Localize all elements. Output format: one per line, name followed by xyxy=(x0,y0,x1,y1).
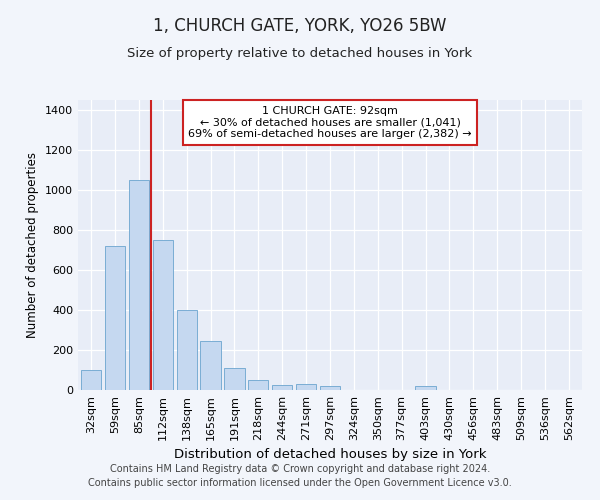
Text: Size of property relative to detached houses in York: Size of property relative to detached ho… xyxy=(127,47,473,60)
Bar xyxy=(320,386,340,390)
Bar xyxy=(105,246,125,390)
Y-axis label: Number of detached properties: Number of detached properties xyxy=(26,152,40,338)
Bar xyxy=(248,380,268,390)
Bar xyxy=(129,180,149,390)
Bar xyxy=(200,341,221,390)
Bar xyxy=(296,384,316,390)
Bar xyxy=(176,310,197,390)
Bar xyxy=(415,386,436,390)
Text: 1, CHURCH GATE, YORK, YO26 5BW: 1, CHURCH GATE, YORK, YO26 5BW xyxy=(153,17,447,35)
X-axis label: Distribution of detached houses by size in York: Distribution of detached houses by size … xyxy=(174,448,486,462)
Text: 1 CHURCH GATE: 92sqm
← 30% of detached houses are smaller (1,041)
69% of semi-de: 1 CHURCH GATE: 92sqm ← 30% of detached h… xyxy=(188,106,472,139)
Text: Contains HM Land Registry data © Crown copyright and database right 2024.
Contai: Contains HM Land Registry data © Crown c… xyxy=(88,464,512,487)
Bar xyxy=(81,370,101,390)
Bar xyxy=(272,385,292,390)
Bar xyxy=(224,368,245,390)
Bar xyxy=(152,240,173,390)
